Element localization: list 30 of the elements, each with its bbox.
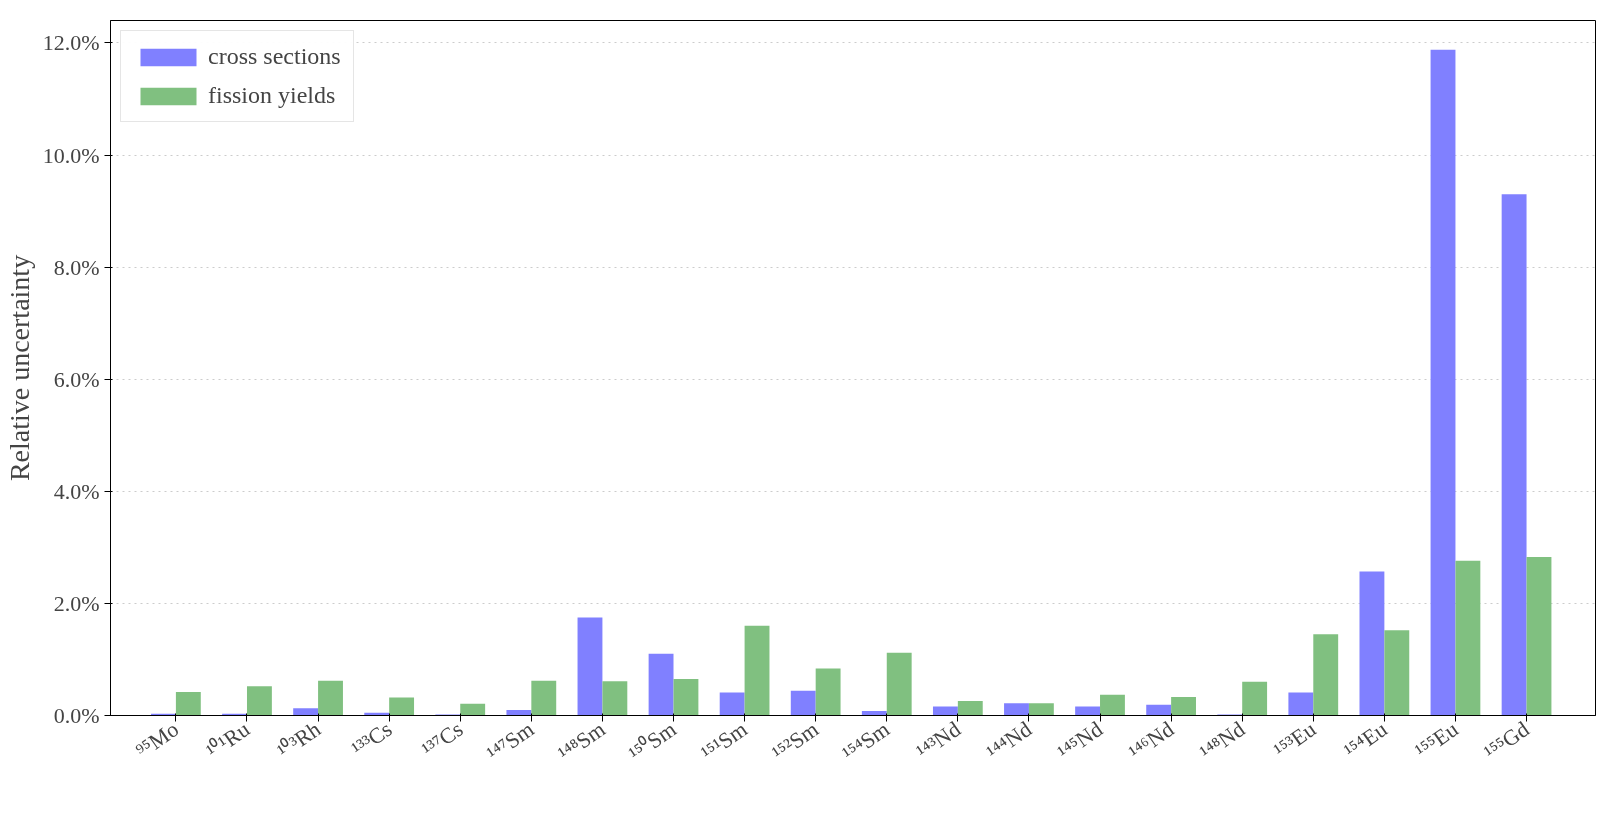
x-tick-label: ¹⁰¹Ru bbox=[201, 716, 255, 764]
x-tick-label: ¹⁵⁵Eu bbox=[1410, 716, 1463, 764]
x-tick-label: ¹⁴⁴Nd bbox=[981, 716, 1037, 765]
y-tick-label: 4.0% bbox=[53, 478, 100, 504]
x-tick-label: ¹⁴⁸Sm bbox=[553, 716, 610, 767]
x-tick-label: ¹⁵³Eu bbox=[1269, 716, 1321, 763]
x-tick-label: ¹⁰³Rh bbox=[272, 716, 326, 764]
x-tick-label: ¹⁵¹Sm bbox=[696, 716, 752, 766]
x-tick-label: ¹⁵⁵Gd bbox=[1479, 716, 1534, 765]
y-tick-label: 0.0% bbox=[53, 703, 100, 728]
x-tick-label: ¹³³Cs bbox=[346, 716, 397, 762]
x-tick-label: ¹⁵²Sm bbox=[767, 716, 823, 766]
y-tick-label: 12.0% bbox=[42, 30, 100, 56]
x-tick-label: ¹⁴⁷Sm bbox=[482, 716, 539, 767]
x-tick-label: ¹⁵⁴Eu bbox=[1339, 716, 1392, 764]
y-tick-label: 2.0% bbox=[53, 590, 100, 616]
y-tick-label: 6.0% bbox=[53, 366, 100, 392]
x-tick-label: ¹⁴³Nd bbox=[911, 716, 966, 765]
y-axis-title: Relative uncertainty bbox=[3, 254, 35, 482]
legend-label: fission yields bbox=[208, 82, 336, 109]
x-tick-label: ¹⁴⁶Nd bbox=[1123, 716, 1179, 765]
x-tick-label: ¹⁴⁸Nd bbox=[1195, 716, 1250, 765]
x-tick-label: ¹³⁷Cs bbox=[416, 716, 468, 763]
x-tick-label: ⁹⁵Mo bbox=[131, 716, 184, 764]
y-tick-label: 8.0% bbox=[53, 254, 100, 280]
x-tick-label: ¹⁴⁵Nd bbox=[1052, 716, 1108, 765]
y-tick-label: 10.0% bbox=[42, 142, 100, 168]
legend-label: cross sections bbox=[208, 43, 341, 70]
x-tick-label: ¹⁵⁴Sm bbox=[837, 716, 894, 767]
x-tick-label: ¹⁵⁰Sm bbox=[624, 716, 681, 767]
